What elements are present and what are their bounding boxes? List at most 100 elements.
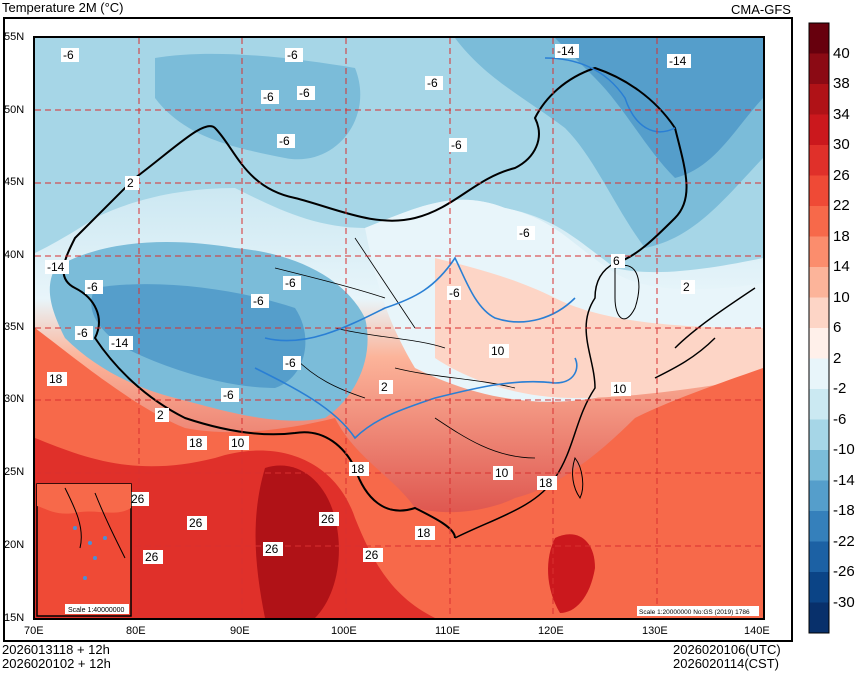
colorbar-swatch — [809, 328, 829, 359]
contour-label-group: -6 -6 -6 -6 -6 -14 -14 -6 -6 2 -6 -14 -6… — [35, 38, 695, 564]
contour-label: -6 — [61, 48, 79, 62]
colorbar-label: -14 — [833, 471, 855, 489]
colorbar — [808, 22, 830, 634]
lat-label: 25N — [4, 466, 25, 478]
contour-label: 26 — [263, 542, 283, 556]
svg-text:18: 18 — [417, 526, 431, 540]
contour-label: 26 — [143, 550, 163, 564]
colorbar-swatch — [809, 389, 829, 420]
svg-text:-6: -6 — [87, 280, 98, 294]
field-mongolia-cold — [155, 53, 361, 160]
colorbar-swatch — [809, 145, 829, 176]
contour-label: -14 — [45, 260, 69, 274]
svg-text:-6: -6 — [519, 226, 530, 240]
field-philippines-hot — [548, 534, 595, 613]
contour-label: -6 — [277, 134, 295, 148]
colorbar-swatch — [809, 358, 829, 390]
map-panel: -6 -6 -6 -6 -6 -14 -14 -6 -6 2 -6 -14 -6… — [33, 36, 765, 620]
lat-label: 55N — [4, 31, 25, 43]
contour-label: -6 — [251, 294, 269, 308]
colorbar-label: 2 — [833, 349, 842, 367]
svg-text:18: 18 — [49, 372, 63, 386]
colorbar-swatch — [809, 84, 829, 115]
map-title: Temperature 2M (°C) — [2, 0, 124, 15]
svg-text:18: 18 — [539, 476, 553, 490]
lat-label: 50N — [4, 104, 25, 116]
amur-river — [544, 57, 676, 133]
svg-text:-6: -6 — [35, 38, 46, 41]
colorbar-swatch — [809, 236, 829, 268]
svg-text:-6: -6 — [287, 48, 298, 62]
colorbar-label: 6 — [833, 319, 842, 336]
init-time-cst: 2026020102 + 12h — [2, 656, 111, 671]
contour-label: -14 — [667, 54, 691, 68]
contour-label: 18 — [349, 462, 369, 476]
svg-text:-6: -6 — [451, 138, 462, 152]
contour-label: -6 — [297, 86, 315, 100]
svg-text:-6: -6 — [253, 294, 264, 308]
national-border-southwest — [62, 177, 456, 539]
colorbar-label: 18 — [833, 227, 850, 245]
colorbar-swatch — [809, 450, 829, 481]
lat-label: 40N — [4, 249, 25, 261]
contour-label: 18 — [537, 476, 557, 490]
contour-label: -6 — [447, 286, 461, 300]
init-time-utc: 2026013118 + 12h — [2, 642, 110, 657]
svg-text:26: 26 — [189, 516, 203, 530]
svg-text:10: 10 — [491, 344, 505, 358]
colorbar-label: -22 — [833, 532, 855, 550]
svg-text:26: 26 — [265, 542, 279, 556]
svg-text:-14: -14 — [669, 54, 687, 68]
taiwan-outline — [572, 456, 584, 499]
colorbar-label: -26 — [833, 563, 855, 580]
svg-text:2: 2 — [157, 408, 164, 422]
contour-label: -6 — [285, 48, 303, 62]
national-border-north — [134, 66, 688, 264]
contour-label: 18 — [187, 436, 207, 450]
svg-text:18: 18 — [189, 436, 203, 450]
colorbar-swatch — [809, 267, 829, 298]
coastline-east — [454, 262, 616, 539]
lon-label: 70E — [24, 625, 44, 637]
svg-text:Scale 1:20000000 No:GS (2019): Scale 1:20000000 No:GS (2019) 1786 — [639, 609, 750, 616]
contour-label: -6 — [261, 90, 279, 104]
svg-text:-14: -14 — [47, 260, 65, 274]
svg-text:-14: -14 — [111, 336, 129, 350]
contour-label: 10 — [611, 382, 631, 396]
contour-label: 26 — [319, 512, 339, 526]
contour-label: 26 — [363, 548, 383, 562]
svg-text:10: 10 — [613, 382, 627, 396]
svg-text:2: 2 — [35, 38, 42, 41]
province-borders — [274, 237, 536, 459]
yellow-river — [264, 256, 576, 342]
lat-label: 45N — [4, 176, 25, 188]
svg-text:26: 26 — [145, 550, 159, 564]
inset-scale-label: Scale 1:40000000 — [68, 607, 125, 614]
svg-text:2: 2 — [127, 176, 134, 190]
svg-text:-6: -6 — [427, 76, 438, 90]
colorbar-swatch — [809, 480, 829, 512]
lon-label: 140E — [744, 625, 770, 637]
svg-text:6: 6 — [613, 254, 620, 268]
lon-label: 130E — [642, 625, 668, 637]
colorbar-label: -6 — [833, 410, 847, 428]
colorbar-label: -18 — [833, 502, 855, 519]
contour-label: -6 — [425, 76, 443, 90]
contour-label: -6 — [283, 356, 301, 370]
colorbar-swatch — [809, 175, 829, 207]
japan-outline — [654, 287, 756, 379]
contour-label: -6 — [75, 326, 93, 340]
contour-label: 2 — [155, 408, 169, 422]
lon-label: 110E — [435, 625, 460, 637]
contour-label: -14 — [109, 336, 133, 350]
svg-text:-14: -14 — [557, 44, 575, 58]
field-indochina-hot — [255, 465, 339, 618]
contour-label: 2 — [681, 280, 695, 294]
valid-time-utc: 2026020106(UTC) — [673, 642, 781, 657]
svg-text:-6: -6 — [285, 356, 296, 370]
colorbar-swatch — [809, 572, 829, 603]
contour-label: -6 — [283, 276, 301, 290]
colorbar-label: 40 — [833, 44, 850, 62]
colorbar-label: 22 — [833, 197, 850, 214]
svg-text:-6: -6 — [285, 276, 296, 290]
